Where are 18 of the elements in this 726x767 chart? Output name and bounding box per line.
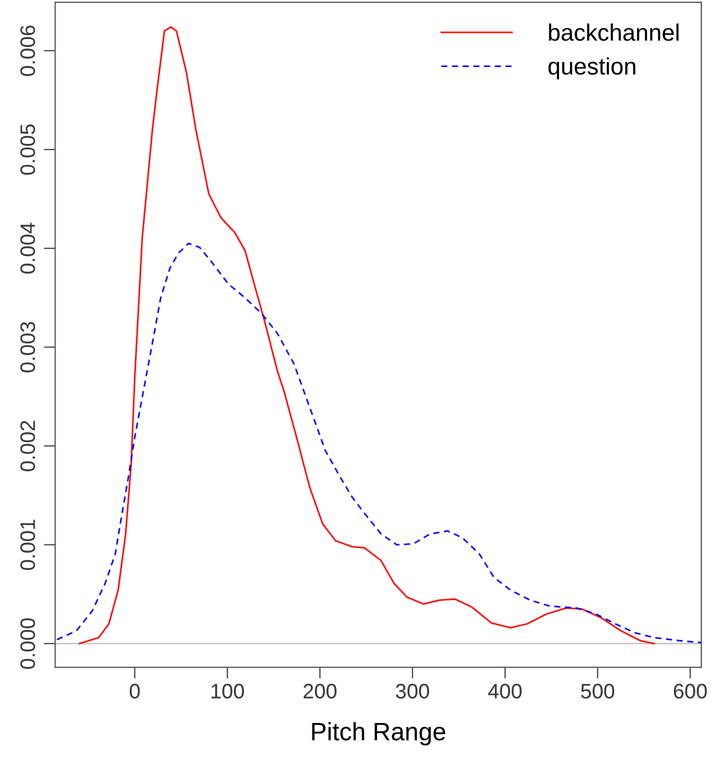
legend-label: question xyxy=(548,57,636,80)
y-tick-label: 0.005 xyxy=(20,124,36,175)
legend-label: backchannel xyxy=(549,24,678,41)
x-axis-title: Pitch Range xyxy=(312,722,446,746)
x-tick-label: 600 xyxy=(674,684,707,699)
y-tick-label: 0.001 xyxy=(20,520,36,570)
y-tick-label: 0.000 xyxy=(20,618,36,669)
x-tick-label: 100 xyxy=(212,684,244,699)
x-tick-label: 200 xyxy=(304,684,336,699)
y-tick-label: 0.004 xyxy=(20,222,36,274)
y-tick-label: 0.003 xyxy=(20,322,36,372)
x-tick-label: 0 xyxy=(130,684,140,699)
x-tick-label: 500 xyxy=(581,684,614,699)
y-tick-label: 0.006 xyxy=(20,26,36,76)
line-series xyxy=(56,242,702,644)
x-tick-label: 400 xyxy=(488,684,522,699)
y-tick-label: 0.002 xyxy=(20,420,36,472)
x-tick-label: 300 xyxy=(396,684,430,699)
